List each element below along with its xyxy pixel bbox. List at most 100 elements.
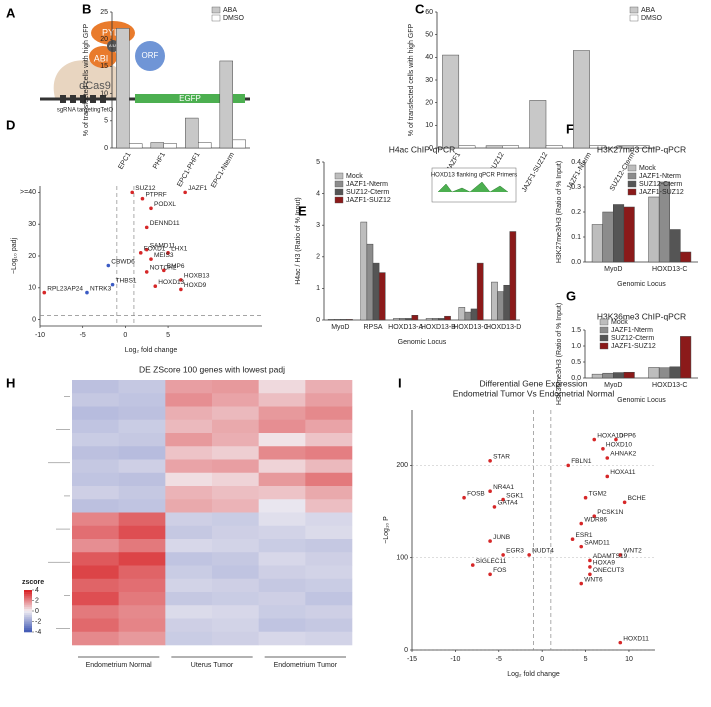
label: ABA: [109, 43, 117, 48]
point-label: PODXL: [154, 201, 176, 208]
point: [492, 505, 497, 509]
bar: [458, 307, 466, 321]
panel-label: I: [398, 375, 402, 390]
y-tick-label: 60: [425, 9, 433, 16]
bar: [623, 206, 635, 263]
heat-cell: [305, 631, 353, 646]
heat-cell: [72, 406, 119, 421]
colorbar-cell: [24, 613, 32, 616]
point-label: SUZ12: [135, 185, 156, 192]
heat-cell: [118, 486, 166, 500]
y-tick-label: 30: [28, 221, 36, 228]
heat-cell: [258, 406, 306, 421]
heat-cell: [212, 631, 259, 646]
heat-cell: [258, 631, 306, 646]
x-tick-label: -5: [496, 656, 502, 663]
heat-cell: [212, 406, 259, 421]
legend-swatch: [599, 342, 609, 350]
legend-swatch: [211, 6, 221, 14]
y-tick-label: 0.1: [571, 234, 581, 241]
bar: [502, 145, 519, 149]
x-tick-label: EPC1-PHF1: [176, 151, 201, 188]
legend-swatch: [627, 180, 637, 188]
heat-cell: [165, 499, 213, 513]
bar: [497, 291, 504, 321]
heat-cell: [72, 552, 119, 566]
point: [501, 497, 505, 502]
bar: [680, 251, 692, 263]
heat-cell: [72, 565, 119, 580]
x-tick-label: 0: [540, 656, 544, 663]
point: [85, 290, 89, 295]
point-label: THBS1: [116, 277, 137, 284]
bar: [333, 319, 341, 321]
panel-label: B: [82, 1, 91, 16]
heat-cell: [305, 565, 353, 580]
y-tick-label: 5: [104, 118, 108, 125]
legend-label: ABA: [641, 7, 655, 14]
inset-title: HOXD13 flanking qPCR Primers: [431, 173, 517, 179]
point: [144, 270, 149, 274]
group-label: Uterus Tumor: [191, 662, 234, 669]
y-axis-label: H3K27me3/H3 (Ratio of % Input): [556, 161, 563, 263]
heat-cell: [258, 512, 306, 527]
heat-cell: [72, 472, 119, 487]
point: [140, 196, 145, 201]
colorbar-cell: [24, 629, 32, 633]
point: [462, 495, 466, 500]
x-tick-label: -10: [35, 332, 45, 339]
bar: [591, 373, 603, 379]
bar: [340, 319, 347, 321]
y-tick-label: 50: [425, 32, 433, 39]
heat-cell: [305, 578, 353, 593]
heat-cell: [258, 433, 306, 447]
point-label: HOXA11: [610, 469, 636, 476]
bar: [476, 262, 484, 321]
heat-cell: [305, 459, 353, 474]
heat-cell: [118, 605, 166, 619]
point: [179, 287, 183, 292]
point: [592, 514, 597, 518]
legend-label: Mock: [639, 165, 656, 172]
bar: [116, 28, 130, 149]
point: [588, 572, 592, 577]
teto-box: [80, 95, 86, 103]
y-axis-label: % of transfected cells with high GFP: [83, 23, 90, 136]
point: [470, 563, 475, 567]
heat-cell: [72, 539, 119, 553]
heat-cell: [212, 419, 259, 434]
point-label: LHX1: [171, 246, 188, 253]
heat-cell: [305, 486, 353, 500]
bar: [503, 284, 511, 321]
y-tick-label: 0.4: [571, 159, 581, 166]
heat-cell: [72, 459, 119, 474]
point: [579, 581, 584, 586]
point-label: HOXD11: [623, 635, 649, 642]
group-label: Endometrium Tumor: [274, 662, 338, 669]
heat-cell: [165, 605, 213, 619]
point: [488, 572, 492, 577]
x-tick-label: MyoD: [604, 266, 622, 273]
heat-cell: [305, 419, 353, 434]
x-tick-label: -10: [450, 656, 460, 663]
point-label: SIGLEC11: [476, 558, 507, 565]
legend-label: JAZF1-Nterm: [639, 173, 681, 180]
legend-swatch: [599, 318, 609, 326]
point-label: WNT6: [584, 576, 603, 583]
chart-title: Differential Gene Expression: [479, 378, 587, 388]
x-tick-label: HOXD13-B: [421, 324, 456, 331]
y-tick-label: 10: [28, 285, 36, 292]
chart-subtitle: Endometrial Tumor Vs Endometrial Normal: [453, 388, 615, 398]
point-label: ESR1: [576, 532, 593, 539]
heat-cell: [165, 459, 213, 474]
heat-cell: [165, 406, 213, 421]
bar: [470, 308, 478, 321]
bar: [327, 319, 335, 321]
heat-cell: [258, 446, 306, 460]
bar: [485, 145, 503, 149]
label: PYL1: [102, 27, 124, 37]
heat-cell: [305, 406, 353, 421]
heat-cell: [212, 499, 259, 513]
heat-cell: [212, 512, 259, 527]
